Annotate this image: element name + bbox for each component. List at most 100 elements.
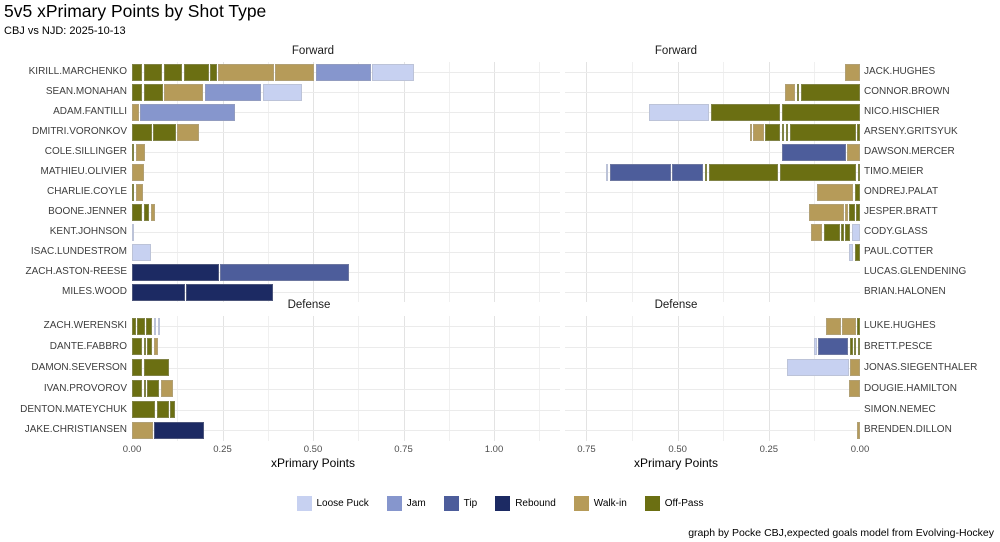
stacked-bar (132, 379, 560, 397)
gridline (267, 316, 269, 441)
player-label: ZACH.WERENSKI (43, 320, 127, 332)
panel-defense-left (132, 316, 560, 441)
x-axis-tick-label: 0.75 (577, 444, 596, 455)
bar-segment-off-pass (143, 379, 146, 397)
player-label: BOONE.JENNER (48, 206, 127, 217)
gridline (677, 62, 679, 302)
bar-segment-walk-in (132, 421, 153, 439)
bar-segment-loose-puck (157, 317, 160, 335)
stacked-bar (565, 183, 860, 201)
stacked-bar (132, 83, 560, 101)
gridline (565, 272, 860, 273)
stacked-bar (565, 284, 860, 301)
bar-segment-walk-in (857, 421, 860, 439)
stacked-bar (565, 243, 860, 261)
bar-segment-walk-in (826, 317, 841, 335)
gridline (565, 92, 860, 93)
facet-label-forward-left: Forward (291, 45, 335, 57)
player-label: JESPER.BRATT (864, 206, 938, 217)
bar-segment-rebound (132, 263, 219, 281)
bar-segment-walk-in (132, 163, 144, 181)
x-axis-tick-label: 0.75 (394, 444, 413, 455)
player-row (132, 222, 560, 242)
chart-subtitle: CBJ vs NJD: 2025-10-13 (4, 25, 126, 37)
player-row (132, 162, 560, 182)
gridline (177, 62, 179, 302)
gridline (132, 326, 560, 328)
x-axis-tick-label: 0.50 (303, 444, 323, 455)
bar-segment-off-pass (781, 103, 860, 121)
gridline (313, 316, 314, 441)
bar-segment-off-pass (147, 379, 160, 397)
stacked-bar (132, 338, 560, 356)
gridline (565, 192, 860, 193)
player-row (565, 316, 860, 337)
bar-segment-rebound (132, 283, 185, 301)
legend-item-tip: Tip (443, 496, 477, 511)
gridline (565, 212, 860, 213)
gridline (132, 347, 560, 349)
bar-segment-tip (672, 163, 704, 181)
stacked-bar (565, 103, 860, 121)
bar-segment-walk-in (845, 63, 860, 81)
bar-segment-off-pass (789, 123, 856, 141)
player-label: BRIAN.HALONEN (864, 286, 946, 297)
legend-label: Loose Puck (316, 498, 369, 509)
gridline (494, 316, 495, 441)
gridline (494, 62, 495, 302)
bar-segment-off-pass (857, 163, 860, 181)
bar-segment-off-pass (163, 63, 183, 81)
bar-segment-walk-in (849, 379, 860, 397)
player-label: ADAM.FANTILLI (53, 106, 127, 117)
player-row (565, 222, 860, 242)
gridline (768, 62, 770, 302)
bar-segment-jam (315, 63, 371, 81)
gridline (132, 292, 560, 293)
gridline (814, 316, 816, 441)
bar-segment-walk-in (150, 203, 155, 221)
bar-segment-loose-puck (605, 163, 609, 181)
player-label: CONNOR.BROWN (864, 86, 950, 97)
legend-label: Rebound (515, 498, 556, 509)
bar-segment-walk-in (845, 203, 848, 221)
gridline (565, 252, 860, 253)
bar-segment-jam (204, 83, 262, 101)
player-label: ISAC.LUNDESTROM (30, 246, 127, 257)
x-axis-title-right: xPrimary Points (633, 456, 719, 470)
gridline (403, 62, 405, 302)
bar-segment-off-pass (765, 123, 780, 141)
bar-segment-off-pass (854, 243, 860, 261)
legend-item-jam: Jam (386, 496, 426, 511)
gridline (132, 232, 560, 233)
stacked-bar (132, 163, 560, 181)
gridline (132, 172, 560, 173)
gridline (586, 316, 588, 441)
stacked-bar (132, 283, 560, 301)
player-label: TIMO.MEIER (864, 166, 924, 177)
gridline (132, 112, 560, 113)
player-row (132, 399, 560, 420)
legend-item-walk-in: Walk-in (573, 496, 627, 511)
stacked-bar (132, 203, 560, 221)
bar-segment-off-pass (823, 223, 840, 241)
gridline (565, 409, 860, 411)
bar-segment-rebound (154, 421, 205, 439)
bar-segment-loose-puck (786, 359, 849, 377)
stacked-bar (565, 83, 860, 101)
stacked-bar (132, 123, 560, 141)
facet-label-defense-right: Defense (654, 299, 698, 311)
gridline (267, 62, 269, 302)
bar-segment-off-pass (704, 163, 708, 181)
stacked-bar (565, 317, 860, 335)
gridline (222, 316, 224, 441)
bar-segment-loose-puck (648, 103, 710, 121)
player-label: DMITRI.VORONKOV (31, 126, 127, 137)
player-row (132, 142, 560, 162)
player-row (132, 102, 560, 122)
player-row (132, 62, 560, 82)
stacked-bar (565, 379, 860, 397)
bar-segment-walk-in (753, 123, 764, 141)
bar-segment-walk-in (160, 379, 173, 397)
stacked-bar (565, 264, 860, 281)
player-row (565, 62, 860, 82)
